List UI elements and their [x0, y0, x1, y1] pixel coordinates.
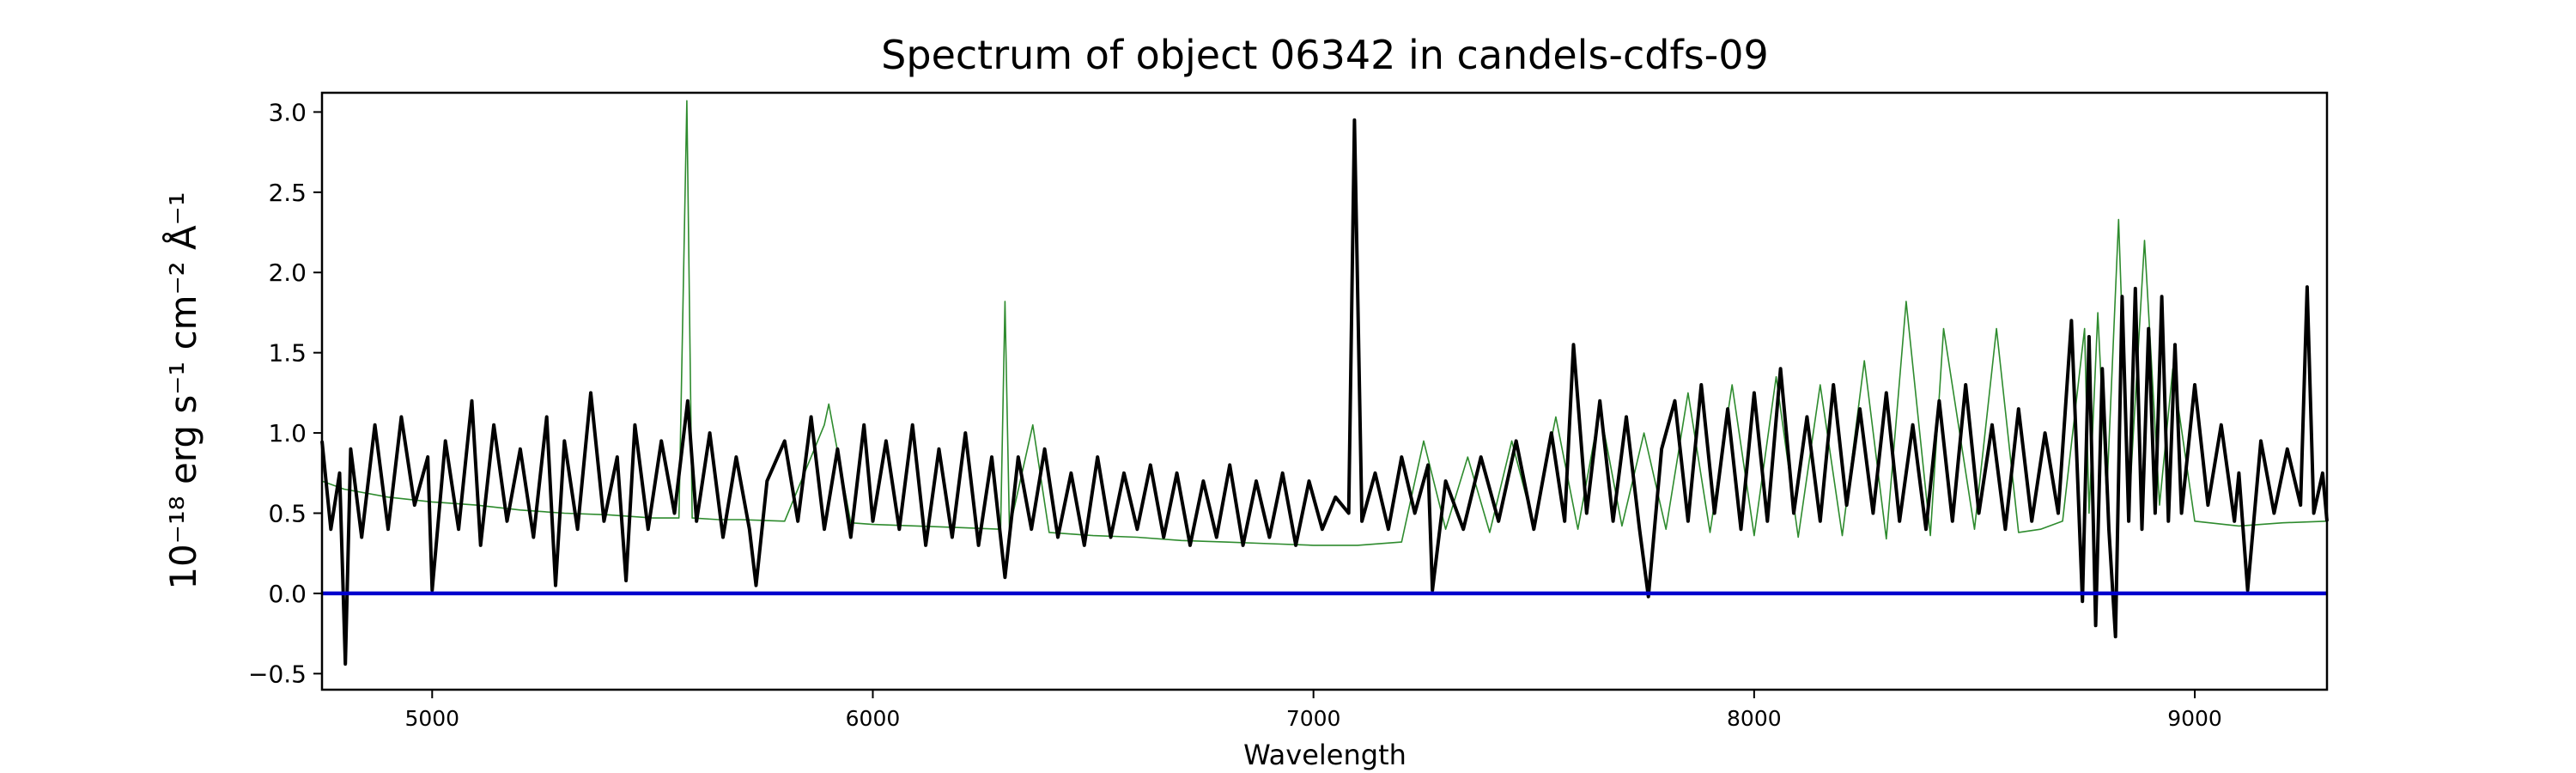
x-tick-label: 6000 — [846, 706, 901, 731]
series-layer — [320, 100, 2329, 666]
y-tick-label: 3.0 — [268, 98, 307, 126]
y-tick-label: 2.0 — [268, 259, 307, 287]
y-tick-label: 1.5 — [268, 339, 307, 368]
y-tick-label: 1.0 — [268, 419, 307, 447]
x-axis: 5000 6000 7000 8000 9000 — [404, 690, 2222, 731]
x-axis-label: Wavelength — [1243, 739, 1406, 771]
chart-title: Spectrum of object 06342 in candels-cdfs… — [881, 32, 1769, 78]
x-tick-label: 9000 — [2167, 706, 2222, 731]
y-axis: −0.5 0.0 0.5 1.0 1.5 2.0 2.5 3.0 — [248, 98, 322, 688]
y-tick-label: −0.5 — [248, 660, 307, 688]
series-line-green — [321, 100, 2328, 546]
y-tick-label: 0.5 — [268, 499, 307, 527]
x-tick-label: 5000 — [404, 706, 459, 731]
y-tick-label: 2.5 — [268, 179, 307, 207]
x-tick-label: 7000 — [1286, 706, 1341, 731]
plot-frame — [320, 91, 2329, 691]
y-tick-label: 0.0 — [268, 580, 307, 608]
x-tick-label: 8000 — [1727, 706, 1782, 731]
y-axis-label: 10⁻¹⁸ erg s⁻¹ cm⁻² Å⁻¹ — [161, 192, 204, 589]
series-line-black — [320, 118, 2329, 666]
